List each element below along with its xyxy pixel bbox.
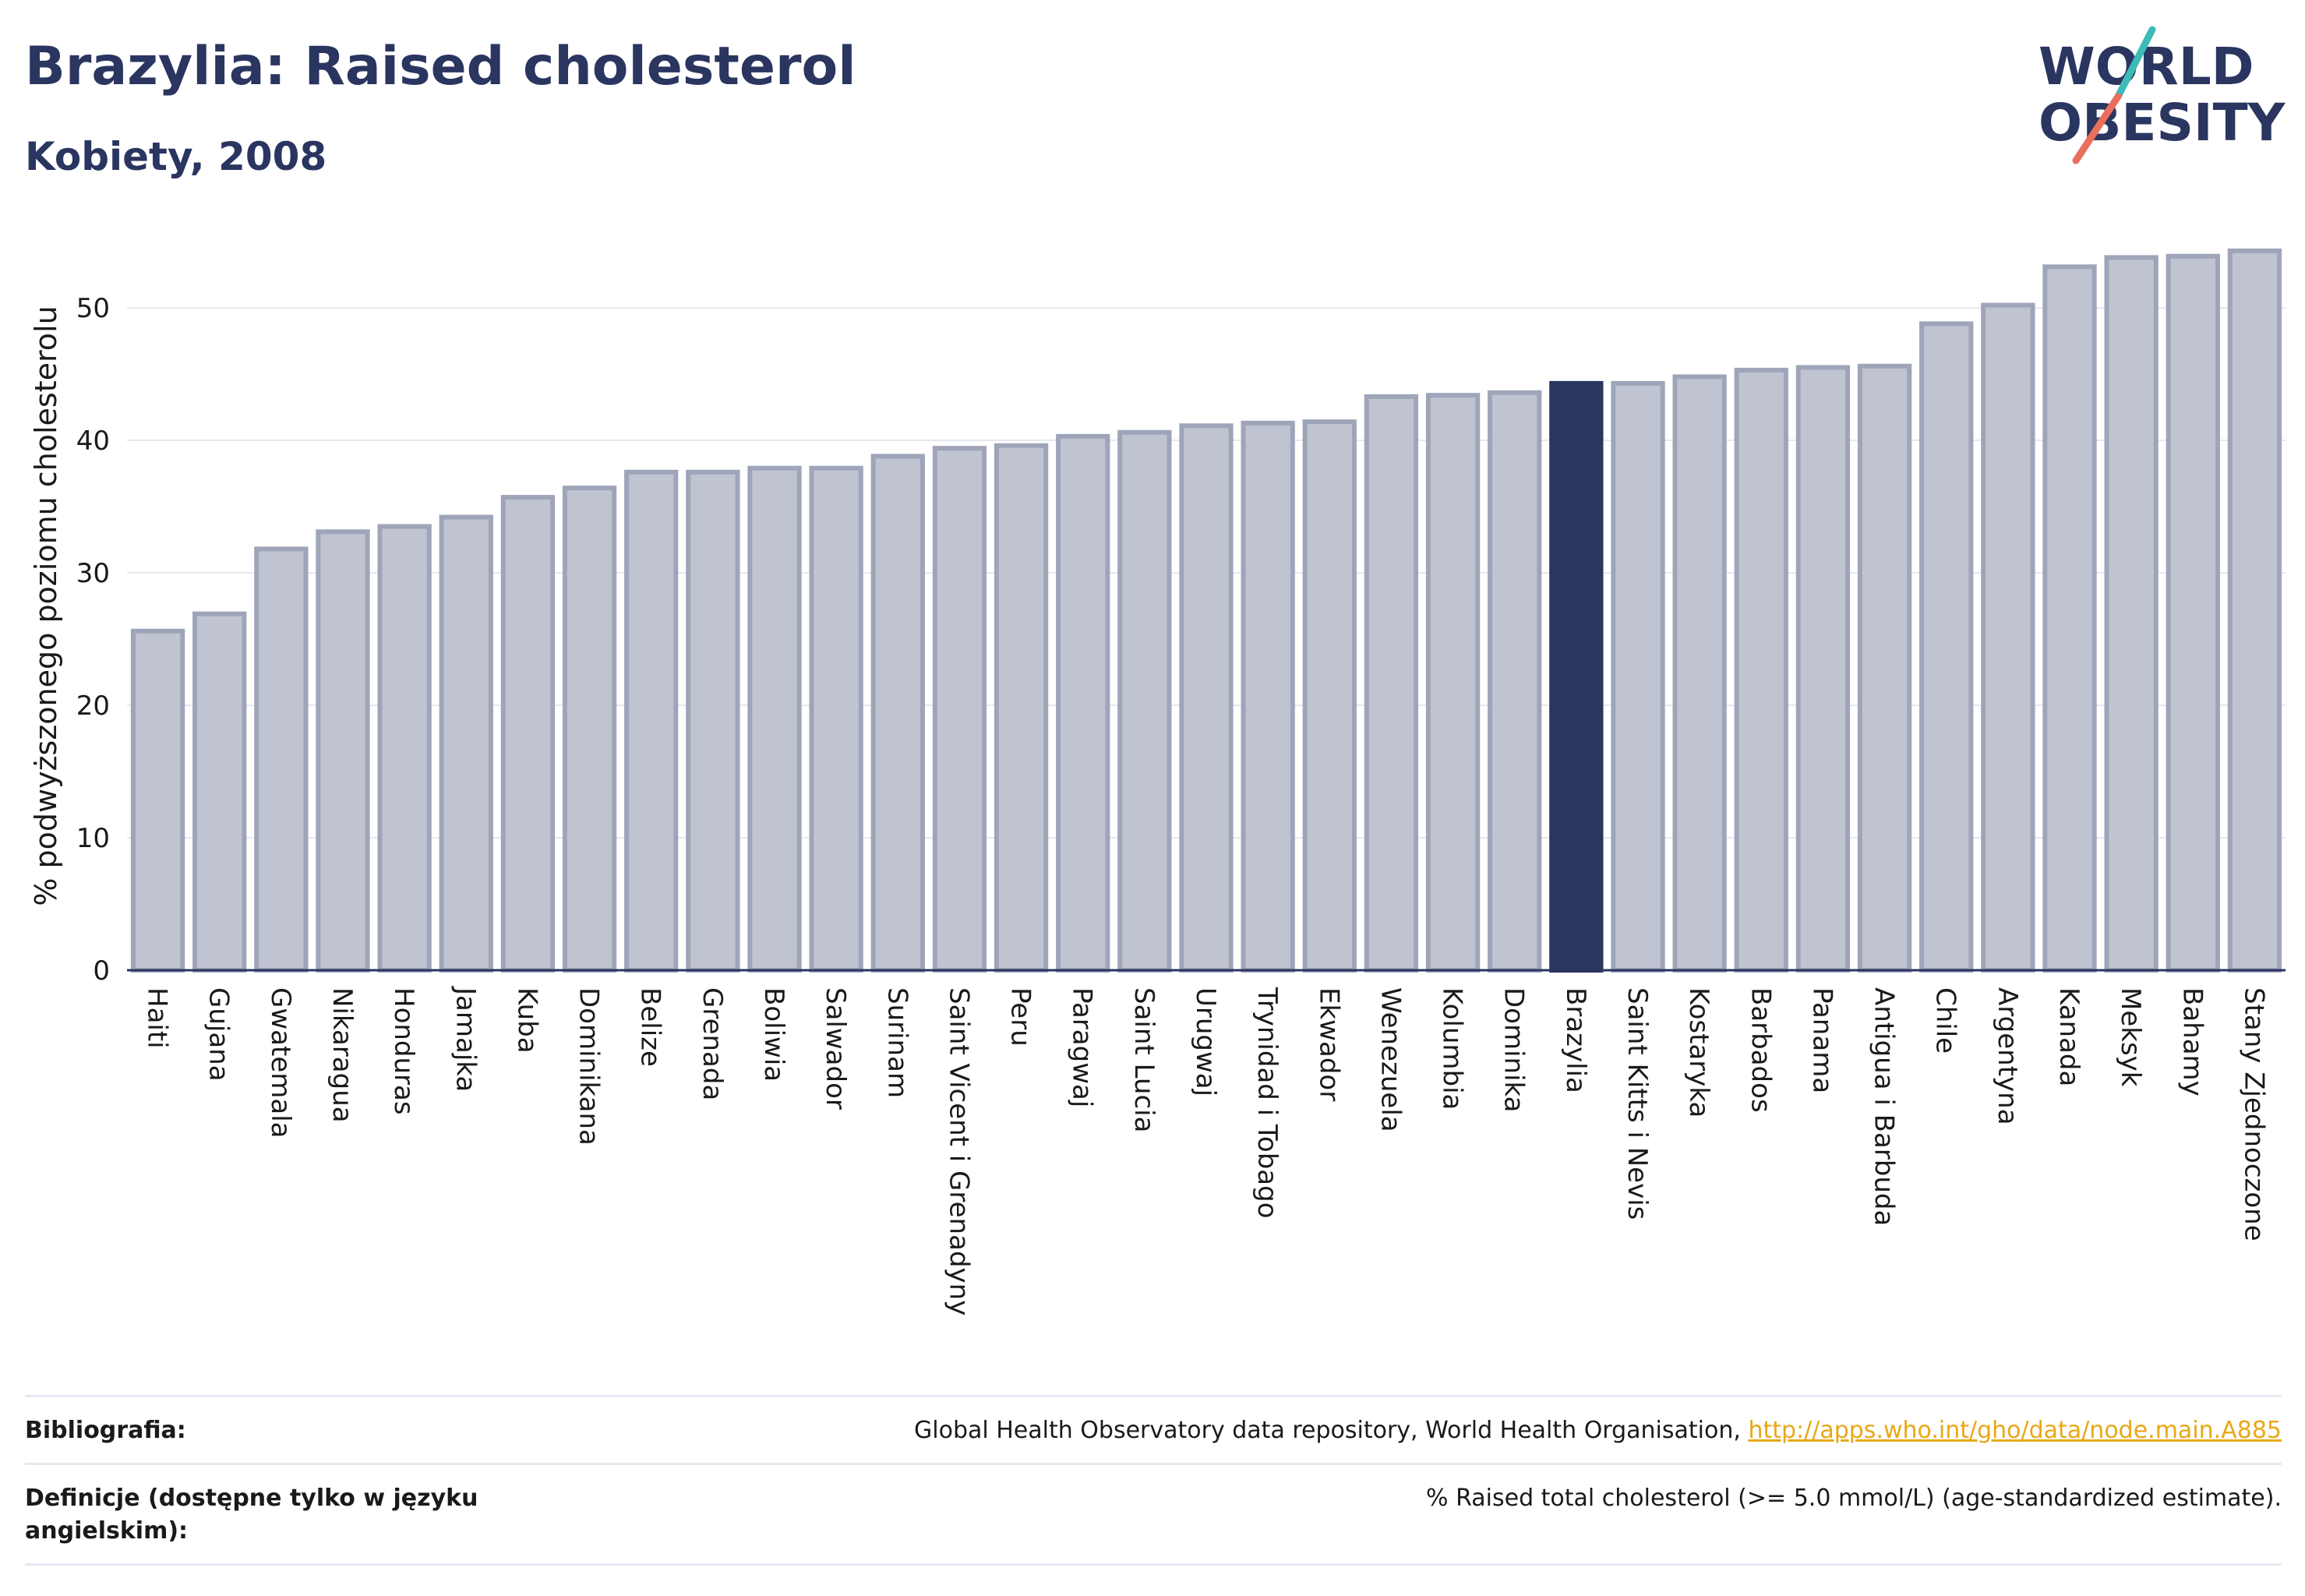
x-tick-label: Boliwia bbox=[758, 987, 789, 1082]
category-labels: Haiti Gujana Gwatemala Nikaragua Honduras Jam… bbox=[142, 986, 2270, 1315]
y-tick-label: 40 bbox=[76, 425, 110, 457]
footer: Bibliografia: Global Health Observatory … bbox=[25, 1395, 2282, 1566]
x-tick-label: Chile bbox=[1930, 987, 1961, 1054]
bibliography-link[interactable]: http://apps.who.int/gho/data/node.main.A… bbox=[1748, 1417, 2282, 1444]
bar-nikaragua bbox=[316, 529, 370, 973]
bar-honduras bbox=[377, 524, 432, 973]
bar-haiti bbox=[130, 628, 185, 973]
x-tick-label: Surinam bbox=[881, 987, 912, 1098]
x-tick-label: Kolumbia bbox=[1437, 987, 1468, 1110]
x-tick-label: Barbados bbox=[1745, 987, 1776, 1113]
world-obesity-logo: WORLD OBESITY bbox=[2038, 26, 2286, 164]
logo-slash-teal bbox=[2114, 26, 2156, 101]
svg-text:OBESITY: OBESITY bbox=[2038, 93, 2286, 153]
bar-gujana bbox=[192, 611, 247, 973]
y-tick-label: 20 bbox=[76, 690, 110, 722]
bar-trynidad-i-tobago bbox=[1241, 420, 1295, 973]
bar-ekwador bbox=[1302, 419, 1357, 973]
x-tick-label: Bahamy bbox=[2176, 987, 2208, 1096]
x-tick-label: Jamajka bbox=[450, 986, 481, 1092]
bar-saint-kitts-i-nevis bbox=[1611, 380, 1665, 973]
x-tick-label: Paragwaj bbox=[1067, 987, 1098, 1107]
x-tick-label: Honduras bbox=[388, 987, 419, 1115]
chart-subtitle: Kobiety, 2008 bbox=[25, 134, 327, 179]
bar-chart: 0 10 20 30 40 50 Haiti Gujana Gwatemala Nikaragu… bbox=[29, 248, 2286, 1315]
bar-belize bbox=[624, 469, 679, 973]
bar-boliwia bbox=[747, 465, 802, 973]
bar-saint-lucia bbox=[1117, 429, 1172, 973]
x-tick-label: Wenezuela bbox=[1375, 987, 1406, 1132]
x-tick-label: Nikaragua bbox=[327, 987, 358, 1123]
x-tick-label: Brazylia bbox=[1560, 987, 1591, 1093]
x-tick-label: Grenada bbox=[697, 987, 728, 1100]
bar-dominikana bbox=[562, 486, 617, 973]
bar-grenada bbox=[686, 469, 740, 973]
x-tick-label: Gwatemala bbox=[265, 987, 296, 1138]
bar-antigua-i-barbuda bbox=[1857, 363, 1912, 973]
bibliography-text: Global Health Observatory data repositor… bbox=[914, 1414, 2282, 1447]
bar-wenezuela bbox=[1364, 394, 1419, 973]
x-tick-label: Dominikana bbox=[574, 987, 605, 1146]
chart-title: Brazylia: Raised cholesterol bbox=[25, 36, 856, 97]
x-tick-label: Antigua i Barbuda bbox=[1869, 987, 1900, 1226]
y-axis-title: % podwyższonego poziomu cholesterolu bbox=[29, 305, 63, 906]
x-tick-label: Urugwaj bbox=[1190, 987, 1221, 1096]
x-tick-label: Saint Kitts i Nevis bbox=[1622, 987, 1653, 1220]
x-tick-label: Argentyna bbox=[1992, 987, 2023, 1125]
bar-chile bbox=[1919, 321, 1974, 973]
bibliography-row: Bibliografia: Global Health Observatory … bbox=[25, 1395, 2282, 1463]
x-tick-label: Meksyk bbox=[2115, 987, 2146, 1087]
x-tick-label: Saint Vicent i Grenadyny bbox=[943, 987, 974, 1315]
bar-peru bbox=[994, 443, 1049, 973]
x-tick-label: Panama bbox=[1806, 987, 1837, 1093]
bar-meksyk bbox=[2104, 255, 2159, 973]
x-tick-label: Belize bbox=[635, 987, 666, 1067]
definition-label: Definicje (dostępne tylko w języku angie… bbox=[25, 1485, 478, 1545]
bar-gwatemala bbox=[254, 546, 309, 973]
bar-urugwaj bbox=[1179, 423, 1234, 973]
bar-kolumbia bbox=[1425, 393, 1481, 973]
y-tick-label: 50 bbox=[76, 293, 110, 324]
x-tick-label: Dominika bbox=[1498, 987, 1530, 1112]
x-tick-label: Kuba bbox=[511, 987, 542, 1054]
bars bbox=[130, 248, 2282, 973]
y-tick-label: 0 bbox=[93, 955, 110, 987]
x-tick-label: Trynidad i Tobago bbox=[1251, 987, 1283, 1219]
x-tick-label: Stany Zjednoczone bbox=[2238, 987, 2269, 1241]
y-tick-label: 30 bbox=[76, 558, 110, 589]
x-tick-label: Kostaryka bbox=[1683, 987, 1714, 1118]
bar-kostaryka bbox=[1672, 374, 1727, 973]
bar-jamajka bbox=[439, 514, 493, 973]
y-tick-label: 10 bbox=[76, 823, 110, 854]
bar-dominika bbox=[1488, 390, 1542, 973]
logo-slash-coral bbox=[2072, 93, 2122, 164]
bar-saint-vicent-i-grenadyny bbox=[932, 446, 987, 973]
bar-brazylia bbox=[1549, 380, 1604, 973]
bar-bahamy bbox=[2166, 253, 2220, 973]
bar-stany-zjednoczone bbox=[2227, 248, 2282, 973]
definition-row: Definicje (dostępne tylko w języku angie… bbox=[25, 1463, 2282, 1566]
bar-paragwaj bbox=[1056, 433, 1110, 973]
bar-panama bbox=[1795, 365, 1851, 973]
bar-argentyna bbox=[1981, 302, 2035, 973]
x-tick-label: Haiti bbox=[142, 987, 173, 1049]
bibliography-source: Global Health Observatory data repositor… bbox=[914, 1417, 1749, 1444]
axes: 0 10 20 30 40 50 bbox=[76, 293, 2286, 987]
bibliography-label: Bibliografia: bbox=[25, 1417, 186, 1444]
definition-text: % Raised total cholesterol (>= 5.0 mmol/… bbox=[1426, 1485, 2282, 1512]
bar-kuba bbox=[500, 495, 556, 973]
bar-kanada bbox=[2042, 264, 2097, 973]
x-tick-label: Peru bbox=[1005, 987, 1036, 1047]
x-tick-label: Salwador bbox=[820, 987, 851, 1110]
bar-salwador bbox=[809, 465, 863, 973]
bar-surinam bbox=[870, 454, 925, 973]
x-tick-label: Saint Lucia bbox=[1128, 987, 1160, 1132]
x-tick-label: Kanada bbox=[2053, 987, 2084, 1086]
bar-barbados bbox=[1734, 367, 1788, 973]
x-tick-label: Gujana bbox=[203, 987, 235, 1082]
x-tick-label: Ekwador bbox=[1313, 987, 1344, 1101]
